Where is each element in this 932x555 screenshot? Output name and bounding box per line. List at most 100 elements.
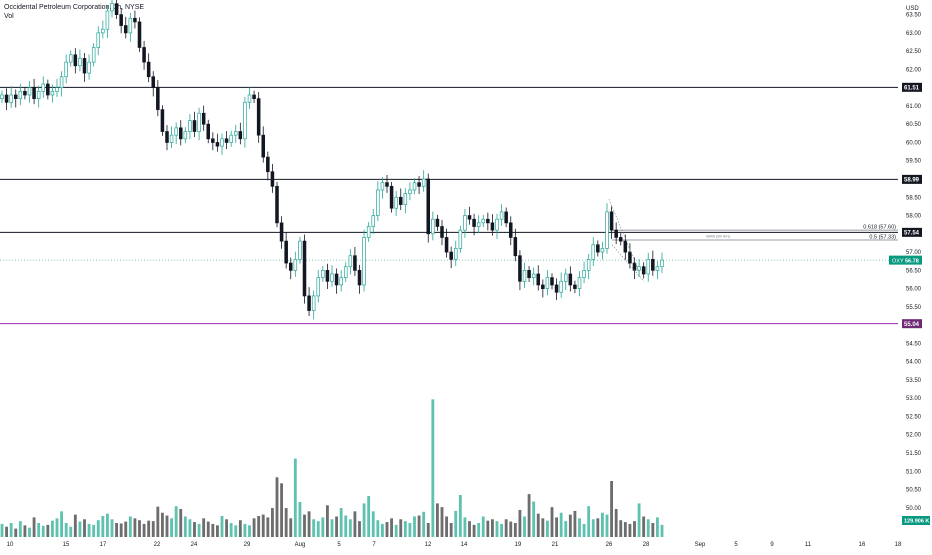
volume-bar — [225, 519, 229, 537]
candle-body — [421, 178, 426, 187]
candle-body — [110, 3, 114, 12]
time-axis: 10 15 17 22 24 29 Aug 5 7 12 14 19 21 26 28 Sep 5 9 11 16 18 — [7, 542, 902, 548]
volume-bar — [128, 516, 132, 537]
time-tick-label: 26 — [606, 542, 613, 548]
volume-bar — [559, 512, 563, 537]
price-tick-label: 55.50 — [906, 305, 922, 311]
volume-bar — [477, 523, 481, 537]
price-tick-label: 62.50 — [906, 49, 922, 55]
volume-bar — [298, 502, 302, 537]
volume-bar — [261, 514, 265, 537]
volume-bar — [568, 514, 572, 537]
price-tick-label: 51.00 — [906, 469, 922, 475]
volume-bar — [133, 518, 137, 537]
volume-bar — [353, 511, 357, 537]
candle-body — [165, 131, 169, 143]
time-tick-label: Sep — [695, 542, 706, 548]
candle-body — [114, 3, 119, 15]
candle-body — [91, 47, 96, 63]
candle-body — [449, 251, 453, 260]
price-tick-label: 62.00 — [906, 67, 922, 73]
volume-bar — [147, 520, 151, 537]
candle-body — [288, 262, 293, 271]
volume-bar — [413, 516, 416, 537]
candle-body — [343, 266, 348, 279]
candle-body — [431, 218, 435, 235]
candle-body — [568, 273, 573, 286]
volume-bar — [188, 519, 192, 537]
candle-body — [50, 90, 55, 96]
volume-bar — [481, 516, 485, 537]
time-tick-label: 21 — [552, 542, 559, 548]
volume-bar — [87, 523, 91, 537]
price-tick-label: 50.00 — [906, 506, 922, 512]
time-tick-label: 14 — [461, 542, 468, 548]
candle-body — [508, 222, 513, 238]
candle-body — [334, 273, 339, 286]
volume-bar — [92, 524, 96, 537]
price-tick-label: 51.50 — [906, 451, 922, 457]
candle-body — [596, 244, 600, 253]
volume-bar — [197, 523, 201, 537]
volume-bar — [252, 518, 256, 537]
volume-bar — [339, 508, 343, 537]
candle-body — [463, 215, 467, 231]
level-badge — [902, 319, 922, 329]
price-tick-label: 56.50 — [906, 268, 922, 274]
candles — [0, 0, 664, 320]
candle-body — [238, 131, 243, 140]
volume-bar — [179, 509, 183, 537]
candle-body — [641, 266, 646, 275]
candle-body — [233, 131, 238, 136]
volume-bar — [124, 521, 128, 537]
volume-bar — [238, 520, 242, 537]
volume-bar — [293, 458, 297, 537]
volume-bar — [509, 521, 513, 537]
volume-bar — [468, 521, 471, 537]
volume-bar — [422, 511, 426, 537]
time-tick-label: 11 — [805, 542, 812, 548]
candle-body — [330, 273, 334, 282]
fib-note: 9849 (9h 0m) — [706, 234, 730, 239]
volume-bar — [371, 511, 375, 537]
candle-body — [215, 142, 220, 147]
candle-body — [105, 10, 110, 30]
candle-body — [398, 196, 403, 205]
volume-bar — [83, 519, 86, 537]
time-tick-label: 24 — [191, 542, 198, 548]
volume-bar — [50, 520, 54, 537]
volume-bar — [358, 521, 361, 537]
candle-body — [169, 134, 174, 143]
candle-body — [632, 262, 637, 271]
time-tick-label: 10 — [7, 542, 14, 548]
volume-bar — [646, 519, 650, 537]
candle-body — [311, 295, 316, 311]
price-tick-label: 63.00 — [906, 31, 922, 37]
volume-bar — [348, 519, 352, 537]
level-badge — [902, 227, 922, 237]
volume-bar — [211, 523, 215, 537]
volume-bar — [101, 516, 105, 537]
candle-body — [142, 47, 146, 63]
candle-body — [385, 182, 389, 187]
price-tick-label: 58.50 — [906, 195, 922, 201]
time-tick-label: 22 — [154, 542, 161, 548]
time-tick-label: 5 — [734, 542, 738, 548]
last-price-symbol: OXY — [892, 258, 904, 264]
volume-bar — [454, 510, 458, 537]
candle-body — [531, 273, 536, 279]
price-tick-label: 53.50 — [906, 378, 922, 384]
level-badge-label: 58.99 — [904, 178, 920, 184]
volume-badge — [902, 516, 930, 525]
volume-bar — [23, 525, 27, 537]
price-tick-label: 61.00 — [906, 104, 922, 110]
volume-bar — [69, 526, 73, 537]
volume-bar — [344, 515, 348, 537]
candle-body — [353, 255, 357, 271]
volume-bar — [651, 523, 655, 537]
volume-bar — [119, 523, 123, 537]
volume-bar — [376, 520, 380, 537]
candle-body — [605, 211, 609, 249]
